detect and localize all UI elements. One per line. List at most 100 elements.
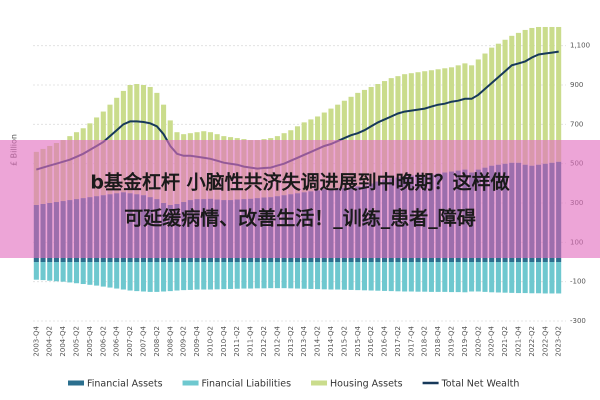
bar bbox=[388, 262, 394, 292]
bar bbox=[274, 262, 280, 289]
bar bbox=[87, 262, 93, 285]
x-tick-label: 2016-Q4 bbox=[381, 325, 389, 356]
overlay-banner bbox=[0, 140, 600, 258]
bar bbox=[301, 262, 307, 289]
x-tick-label: 2015-Q4 bbox=[354, 325, 362, 356]
x-tick-label: 2007-Q4 bbox=[139, 325, 147, 356]
bar bbox=[214, 262, 220, 290]
x-tick-label: 2023-Q2 bbox=[555, 326, 563, 357]
x-tick-label: 2022-Q4 bbox=[541, 325, 549, 356]
bar bbox=[268, 262, 274, 289]
bar bbox=[40, 262, 46, 281]
bar bbox=[475, 59, 481, 170]
bar bbox=[288, 262, 294, 289]
bar bbox=[60, 262, 66, 282]
x-tick-label: 2006-Q4 bbox=[113, 325, 121, 356]
bar bbox=[174, 262, 180, 291]
bar bbox=[515, 262, 522, 294]
bar bbox=[73, 262, 80, 284]
bar bbox=[529, 262, 535, 294]
bar bbox=[408, 73, 414, 176]
bar bbox=[448, 67, 455, 172]
x-tick-label: 2012-Q2 bbox=[260, 326, 268, 357]
bar bbox=[94, 262, 100, 286]
x-tick-label: 2020-Q4 bbox=[488, 325, 496, 356]
y-tick-label: 900 bbox=[570, 81, 583, 89]
x-tick-label: 2013-Q4 bbox=[300, 325, 308, 356]
bar bbox=[395, 262, 401, 292]
bar bbox=[120, 262, 126, 290]
bar bbox=[227, 262, 234, 289]
bar bbox=[502, 39, 508, 164]
bar bbox=[402, 74, 408, 177]
bar bbox=[428, 262, 434, 292]
bar bbox=[281, 262, 287, 289]
bar bbox=[315, 262, 321, 290]
bar bbox=[482, 53, 488, 168]
bar bbox=[469, 262, 475, 292]
legend-label: Total Net Wealth bbox=[441, 379, 520, 390]
bar bbox=[241, 262, 247, 289]
x-tick-label: 2020-Q2 bbox=[474, 326, 482, 357]
bar bbox=[127, 85, 133, 194]
bar bbox=[556, 262, 562, 294]
bar bbox=[435, 262, 441, 292]
x-tick-label: 2017-Q2 bbox=[394, 326, 402, 357]
legend-label: Financial Assets bbox=[87, 379, 163, 390]
bar bbox=[181, 262, 187, 291]
bar bbox=[368, 262, 374, 291]
bar bbox=[455, 262, 461, 293]
x-tick-label: 2008-Q2 bbox=[153, 326, 161, 357]
bar bbox=[556, 26, 562, 162]
bar bbox=[100, 262, 106, 287]
x-tick-label: 2007-Q2 bbox=[126, 326, 134, 357]
bar bbox=[375, 262, 381, 291]
bar bbox=[435, 69, 441, 174]
x-tick-label: 2003-Q4 bbox=[32, 325, 40, 356]
x-tick-label: 2018-Q4 bbox=[434, 325, 442, 356]
bar bbox=[207, 262, 213, 290]
bar bbox=[489, 47, 495, 166]
bar bbox=[495, 43, 501, 165]
bar bbox=[395, 76, 401, 178]
bar bbox=[355, 262, 361, 291]
overlay-text: 可延缓病情、改善生活！_训练_患者_障碍 bbox=[124, 207, 476, 230]
bar bbox=[489, 262, 495, 293]
bar bbox=[442, 68, 448, 173]
bar bbox=[234, 262, 240, 289]
bar bbox=[382, 262, 388, 291]
x-tick-label: 2014-Q2 bbox=[314, 326, 322, 357]
bar bbox=[107, 262, 113, 288]
y-tick-label: 1,100 bbox=[570, 42, 590, 50]
legend-swatch bbox=[182, 380, 199, 386]
bar bbox=[67, 262, 73, 283]
bar bbox=[462, 262, 468, 293]
bar bbox=[134, 262, 140, 292]
x-tick-label: 2004-Q4 bbox=[59, 325, 67, 356]
bar bbox=[254, 262, 260, 289]
bar bbox=[361, 89, 368, 186]
bar bbox=[221, 262, 227, 290]
x-tick-label: 2013-Q2 bbox=[287, 326, 295, 357]
bar bbox=[248, 262, 254, 289]
x-tick-label: 2008-Q4 bbox=[166, 325, 174, 356]
bar bbox=[368, 86, 374, 184]
bar bbox=[154, 262, 160, 292]
bar bbox=[549, 262, 555, 294]
x-tick-label: 2021-Q4 bbox=[514, 325, 522, 356]
x-tick-label: 2009-Q4 bbox=[193, 325, 201, 356]
legend-label: Financial Liabilities bbox=[202, 379, 292, 390]
x-tick-label: 2015-Q2 bbox=[340, 326, 348, 357]
bar bbox=[328, 262, 334, 290]
bar bbox=[442, 262, 448, 292]
x-tick-label: 2009-Q2 bbox=[180, 326, 188, 357]
x-tick-label: 2004-Q2 bbox=[46, 326, 54, 357]
legend-swatch bbox=[68, 380, 84, 386]
bar bbox=[428, 70, 434, 175]
bar bbox=[402, 262, 408, 292]
x-tick-label: 2017-Q4 bbox=[407, 325, 415, 356]
bar bbox=[194, 262, 200, 290]
bar bbox=[422, 71, 428, 176]
x-tick-label: 2018-Q2 bbox=[421, 326, 429, 357]
bar bbox=[529, 27, 535, 166]
